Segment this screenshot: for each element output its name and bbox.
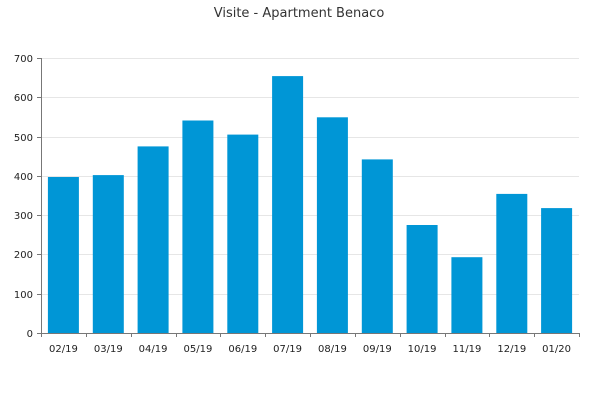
y-tick-label: 400 (14, 172, 33, 183)
y-tick-label: 700 (14, 54, 33, 65)
bar-11-19 (451, 257, 483, 333)
x-tick-label: 12/19 (497, 344, 526, 355)
x-tick-label: 11/19 (452, 344, 481, 355)
axis-layer (37, 58, 580, 337)
x-tick-label: 09/19 (363, 344, 392, 355)
x-tick-label: 02/19 (49, 344, 78, 355)
bar-10-19 (406, 225, 438, 333)
y-tick-label: 200 (14, 250, 33, 261)
bar-07-19 (272, 76, 304, 333)
x-tick-label: 03/19 (94, 344, 123, 355)
bar-08-19 (316, 117, 348, 333)
chart-title: Visite - Apartment Benaco (214, 6, 385, 21)
x-tick-label: 05/19 (183, 344, 212, 355)
bar-05-19 (182, 120, 214, 333)
bar-01-20 (541, 208, 573, 333)
bar-02-19 (47, 177, 79, 333)
x-tick-label: 01/20 (542, 344, 571, 355)
y-tick-label: 100 (14, 290, 33, 301)
bars-layer (47, 76, 573, 333)
grid-layer (41, 58, 579, 295)
bar-12-19 (496, 193, 528, 333)
y-tick-label: 600 (14, 93, 33, 104)
x-tick-label: 08/19 (318, 344, 347, 355)
x-tick-labels: 02/19 03/19 04/19 05/19 06/19 07/19 08/19 09/19… (49, 344, 571, 355)
y-tick-label: 300 (14, 211, 33, 222)
x-tick-label: 04/19 (139, 344, 168, 355)
x-tick-label: 07/19 (273, 344, 302, 355)
bar-09-19 (361, 159, 393, 333)
bar-04-19 (137, 146, 169, 333)
y-tick-labels: 0 100 200 300 400 500 600 700 (14, 54, 33, 340)
y-tick-label: 0 (27, 329, 33, 340)
y-tick-label: 500 (14, 133, 33, 144)
bar-06-19 (227, 134, 259, 333)
x-tick-label: 10/19 (408, 344, 437, 355)
x-tick-label: 06/19 (228, 344, 257, 355)
bar-03-19 (92, 175, 124, 333)
